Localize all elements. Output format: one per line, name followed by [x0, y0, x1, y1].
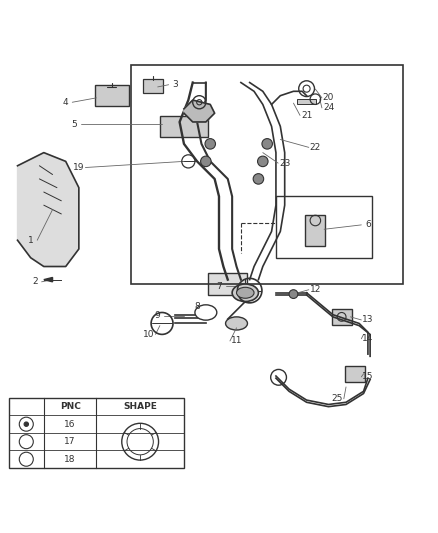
Circle shape [205, 139, 215, 149]
Text: 17: 17 [64, 437, 76, 446]
Text: 9: 9 [155, 311, 161, 320]
FancyBboxPatch shape [143, 79, 163, 93]
Text: 18: 18 [64, 455, 76, 464]
Circle shape [253, 174, 264, 184]
Text: 16: 16 [64, 419, 76, 429]
Text: 23: 23 [279, 159, 290, 168]
FancyBboxPatch shape [208, 273, 247, 295]
Ellipse shape [195, 305, 217, 320]
FancyBboxPatch shape [95, 85, 129, 106]
Text: 20: 20 [323, 93, 334, 102]
Polygon shape [18, 152, 79, 266]
Circle shape [24, 422, 28, 426]
Ellipse shape [237, 287, 254, 298]
Text: 12: 12 [310, 285, 321, 294]
Text: 1: 1 [28, 236, 34, 245]
Polygon shape [44, 278, 53, 282]
Polygon shape [184, 100, 215, 122]
Text: 7: 7 [216, 282, 222, 290]
Text: 21: 21 [301, 111, 312, 120]
Text: PNC: PNC [60, 402, 81, 411]
Text: 13: 13 [362, 316, 374, 325]
Circle shape [258, 156, 268, 167]
FancyBboxPatch shape [345, 366, 365, 382]
Text: 14: 14 [362, 334, 374, 343]
FancyBboxPatch shape [332, 309, 352, 325]
Ellipse shape [232, 284, 258, 302]
Text: 10: 10 [143, 330, 155, 339]
Text: 15: 15 [362, 373, 374, 382]
Circle shape [262, 139, 272, 149]
Text: 3: 3 [172, 80, 178, 89]
Ellipse shape [226, 317, 247, 330]
Bar [9, 398, 184, 468]
FancyBboxPatch shape [160, 116, 208, 137]
Text: 6: 6 [365, 220, 371, 229]
Text: 22: 22 [310, 143, 321, 152]
Text: 19: 19 [73, 163, 85, 172]
FancyBboxPatch shape [297, 99, 316, 104]
Text: 11: 11 [231, 336, 242, 345]
Text: 24: 24 [323, 103, 334, 112]
Text: 4: 4 [63, 98, 68, 107]
Circle shape [201, 156, 211, 167]
FancyBboxPatch shape [305, 215, 325, 246]
Circle shape [289, 290, 298, 298]
Text: 2: 2 [32, 277, 38, 286]
Text: 25: 25 [332, 394, 343, 403]
Text: SHAPE: SHAPE [123, 402, 157, 411]
Text: 5: 5 [71, 119, 78, 128]
Text: 8: 8 [194, 302, 200, 311]
